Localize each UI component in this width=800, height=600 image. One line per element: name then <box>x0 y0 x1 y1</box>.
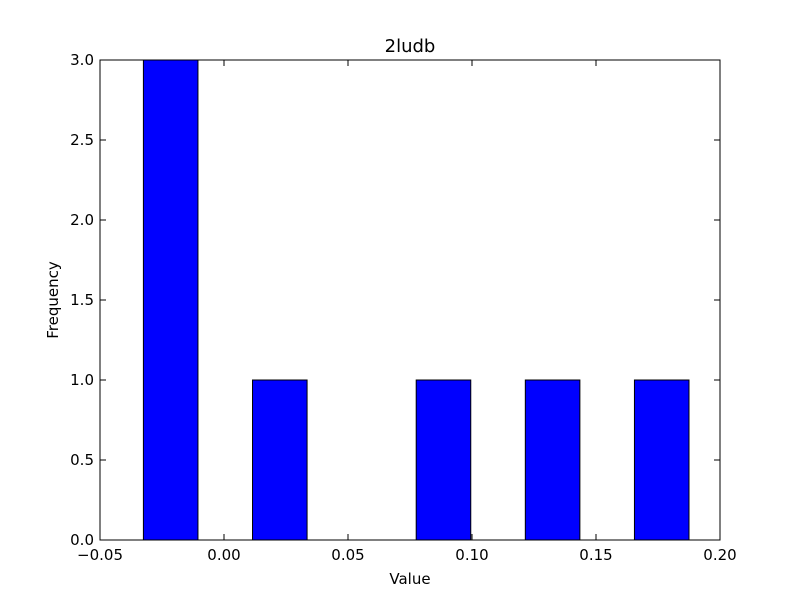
x-tick-label: 0.10 <box>455 546 488 564</box>
x-tick-label: 0.00 <box>207 546 240 564</box>
histogram-bar-1 <box>142 59 199 541</box>
chart-title: 2ludb <box>385 36 436 57</box>
y-tick-label: 1.0 <box>70 371 94 389</box>
histogram-bar-3 <box>415 379 472 541</box>
histogram-bar-5 <box>633 379 690 541</box>
ticks-layer: −0.05 0.00 0.05 0.10 0.15 0.20 0.0 0.5 1.0 1.5 2.0… <box>70 51 737 564</box>
y-tick-label: 1.5 <box>70 291 94 309</box>
x-tick-label: 0.05 <box>331 546 364 564</box>
histogram-bar-4 <box>524 379 581 541</box>
y-axis-title: Frequency <box>44 261 62 339</box>
x-tick-label: 0.15 <box>579 546 612 564</box>
x-axis-title: Value <box>389 570 430 588</box>
x-tick-label: −0.05 <box>77 546 123 564</box>
y-tick-label: 0.0 <box>70 531 94 549</box>
y-tick-label: 0.5 <box>70 451 94 469</box>
y-tick-label: 2.5 <box>70 131 94 149</box>
y-tick-label: 2.0 <box>70 211 94 229</box>
bars-layer <box>142 59 690 541</box>
histogram-bar-2 <box>252 379 308 541</box>
y-tick-label: 3.0 <box>70 51 94 69</box>
x-tick-label: 0.20 <box>703 546 736 564</box>
